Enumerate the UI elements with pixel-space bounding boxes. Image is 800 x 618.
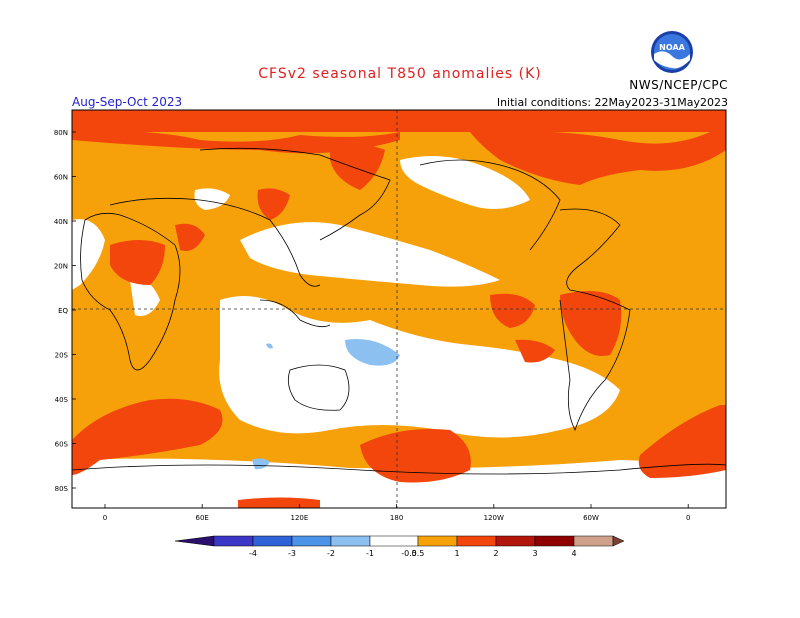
lon-label: 120E bbox=[291, 514, 309, 522]
colorbar-segment bbox=[213, 535, 254, 547]
initial-conditions-label: Initial conditions: 22May2023-31May2023 bbox=[496, 96, 728, 109]
near-normal-regions bbox=[72, 156, 726, 508]
lat-label: 20S bbox=[55, 352, 69, 360]
noaa-logo-icon: NOAA bbox=[651, 31, 693, 73]
lat-label: 80S bbox=[55, 485, 69, 493]
map-frame bbox=[71, 109, 727, 509]
colorbar-label: -4 bbox=[249, 549, 257, 558]
colorbar-segment bbox=[330, 535, 371, 547]
lon-label: 0 bbox=[686, 514, 690, 522]
colorbar-segment bbox=[534, 535, 575, 547]
latitude-labels: 80N 60N 40N 20N EQ 20S 40S 60S 80S bbox=[54, 129, 76, 493]
colorbar-label: -2 bbox=[327, 549, 335, 558]
colorbar-arrow-low bbox=[174, 535, 215, 547]
colorbar-segment bbox=[291, 535, 332, 547]
colorbar-segment bbox=[495, 535, 536, 547]
lon-label: 0 bbox=[103, 514, 107, 522]
colorbar-label: 0.5 bbox=[412, 549, 425, 558]
colorbar-segment bbox=[456, 535, 497, 547]
colorbar-label: -1 bbox=[366, 549, 374, 558]
colorbar-label: -0.5 bbox=[401, 549, 417, 558]
colorbar-segment bbox=[369, 535, 419, 547]
lat-label: 20N bbox=[54, 263, 68, 271]
lat-label: 80N bbox=[54, 129, 68, 137]
season-label: Aug-Sep-Oct 2023 bbox=[72, 95, 183, 109]
colorbar-label: 3 bbox=[532, 549, 537, 558]
colorbar-label: 1 bbox=[454, 549, 459, 558]
colorbar-label: 2 bbox=[493, 549, 498, 558]
lat-label: 40S bbox=[55, 396, 69, 404]
lon-label: 180 bbox=[390, 514, 403, 522]
lat-label: EQ bbox=[58, 307, 68, 315]
lat-label: 60N bbox=[54, 174, 68, 182]
coastlines bbox=[72, 147, 726, 475]
lon-label: 60W bbox=[583, 514, 599, 522]
colorbar-arrow-high bbox=[612, 535, 625, 547]
colorbar-label: -3 bbox=[288, 549, 296, 558]
longitude-labels: 0 60E 120E 180 120W 60W 0 bbox=[103, 504, 690, 522]
lon-label: 60E bbox=[196, 514, 209, 522]
organization-label: NWS/NCEP/CPC bbox=[629, 78, 728, 92]
cool-regions bbox=[252, 339, 400, 470]
lon-label: 120W bbox=[484, 514, 504, 522]
colorbar-segment bbox=[252, 535, 293, 547]
lat-label: 60S bbox=[55, 441, 69, 449]
colorbar-segment bbox=[417, 535, 458, 547]
logo-text: NOAA bbox=[659, 43, 685, 52]
colorbar-segment bbox=[573, 535, 614, 547]
colorbar-label: 4 bbox=[571, 549, 576, 558]
warm-regions bbox=[72, 110, 726, 508]
colorbar: -4 -3 -2 -1 -0.50.5 1 2 3 4 bbox=[174, 535, 625, 558]
lat-label: 40N bbox=[54, 218, 68, 226]
chart-title: CFSv2 seasonal T850 anomalies (K) bbox=[258, 66, 542, 82]
